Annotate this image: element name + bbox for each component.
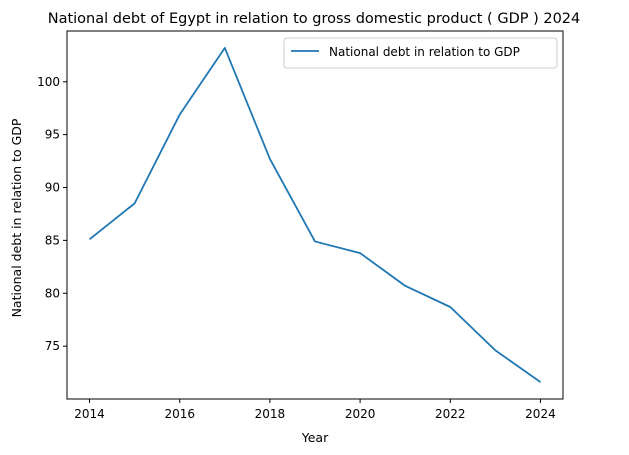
x-tick-label: 2024 <box>525 407 556 421</box>
legend-box <box>283 37 558 69</box>
y-tick-label: 100 <box>37 75 60 89</box>
x-tick-label: 2018 <box>255 407 286 421</box>
plot-area: 2014 2016 2018 2020 2022 2024 75 80 85 90 95 100 <box>37 30 564 421</box>
y-tick-label: 75 <box>45 339 60 353</box>
x-tick-label: 2020 <box>345 407 376 421</box>
x-tick-label: 2022 <box>435 407 466 421</box>
y-axis: 75 80 85 90 95 100 <box>37 75 67 353</box>
legend-label: National debt in relation to GDP <box>329 45 520 59</box>
y-axis-label: National debt in relation to GDP <box>9 118 24 317</box>
y-tick-label: 85 <box>45 233 60 247</box>
x-axis: 2014 2016 2018 2020 2022 2024 <box>74 399 556 421</box>
series-line <box>88 47 541 383</box>
x-axis-label: Year <box>301 430 329 445</box>
legend: National debt in relation to GDP <box>283 37 558 69</box>
y-tick-label: 95 <box>45 128 60 142</box>
x-tick-label: 2014 <box>74 407 105 421</box>
plot-frame <box>66 30 564 400</box>
y-tick-label: 90 <box>45 181 60 195</box>
y-tick-label: 80 <box>45 286 60 300</box>
series-layer <box>88 47 541 383</box>
x-tick-label: 2016 <box>164 407 195 421</box>
chart-title: National debt of Egypt in relation to gr… <box>48 11 581 27</box>
